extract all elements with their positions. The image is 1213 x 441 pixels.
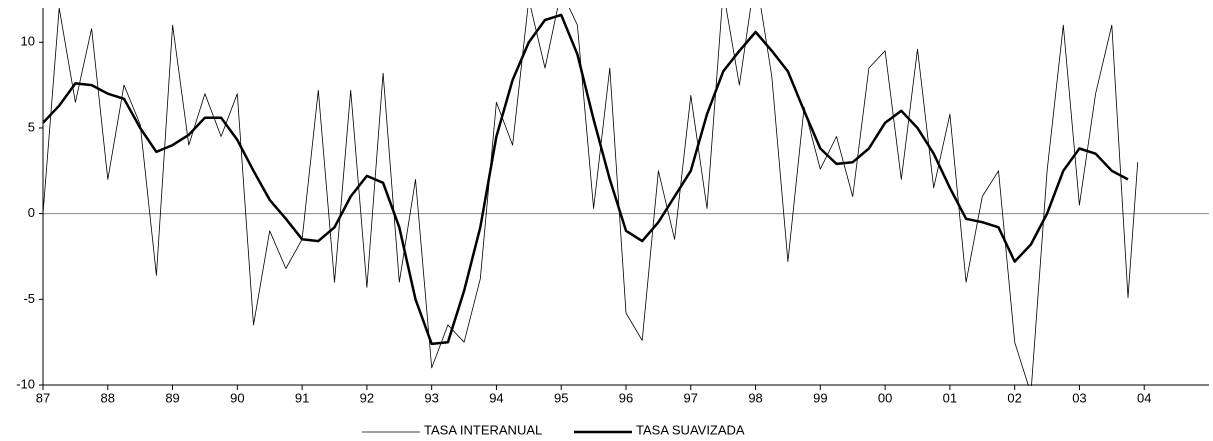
y-tick-label: 5	[28, 119, 35, 134]
x-tick-label: 00	[878, 390, 892, 405]
x-tick-label: 02	[1007, 390, 1021, 405]
y-tick-label: 10	[21, 34, 35, 49]
x-tick-label: 03	[1072, 390, 1086, 405]
legend-label: TASA INTERANUAL	[424, 422, 542, 437]
y-tick-label: 0	[28, 205, 35, 220]
axes: -10 -5 0 5 10 87 88 89 90 91 92 93 94 95 96 97 98 99 00 01 0…	[16, 8, 1209, 437]
x-tick-label: 89	[165, 390, 179, 405]
y-tick-label: -10	[16, 376, 35, 391]
y-tick-label: -5	[23, 291, 35, 306]
series-line	[43, 13, 1129, 346]
legend-label: TASA SUAVIZADA	[636, 422, 745, 437]
x-tick-label: 99	[813, 390, 827, 405]
series-line	[43, 8, 1139, 386]
x-tick-label: 94	[489, 390, 503, 405]
plot-area	[43, 8, 1139, 386]
x-tick-label: 93	[424, 390, 438, 405]
x-tick-label: 01	[943, 390, 957, 405]
x-tick-label: 96	[619, 390, 633, 405]
x-tick-label: 95	[554, 390, 568, 405]
x-tick-label: 91	[295, 390, 309, 405]
x-tick-label: 04	[1137, 390, 1151, 405]
x-tick-label: 92	[360, 390, 374, 405]
x-tick-label: 97	[684, 390, 698, 405]
x-tick-label: 88	[101, 390, 115, 405]
x-tick-label: 87	[36, 390, 50, 405]
x-tick-label: 90	[230, 390, 244, 405]
x-tick-label: 98	[748, 390, 762, 405]
